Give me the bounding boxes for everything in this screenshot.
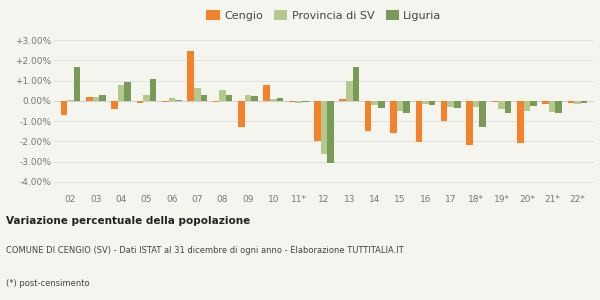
Bar [302, 101, 308, 102]
Bar [340, 99, 346, 101]
Bar [238, 101, 245, 127]
Bar [74, 68, 80, 101]
Bar [498, 101, 505, 109]
Bar [321, 101, 327, 154]
Bar [416, 101, 422, 142]
Bar [441, 101, 448, 121]
Bar [429, 101, 435, 105]
Bar [194, 88, 200, 101]
Bar [568, 101, 574, 103]
Bar [422, 101, 429, 104]
Bar [549, 101, 556, 112]
Bar [245, 95, 251, 101]
Bar [124, 82, 131, 101]
Bar [137, 101, 143, 103]
Bar [448, 101, 454, 107]
Bar [346, 81, 353, 101]
Bar [479, 101, 486, 127]
Bar [353, 68, 359, 101]
Bar [530, 101, 537, 106]
Bar [295, 101, 302, 103]
Bar [327, 101, 334, 163]
Bar [556, 101, 562, 113]
Legend: Cengio, Provincia di SV, Liguria: Cengio, Provincia di SV, Liguria [206, 11, 442, 21]
Bar [61, 101, 67, 115]
Bar [187, 51, 194, 101]
Text: Variazione percentuale della popolazione: Variazione percentuale della popolazione [6, 216, 250, 226]
Bar [263, 85, 270, 101]
Bar [505, 101, 511, 113]
Bar [175, 100, 182, 101]
Bar [581, 101, 587, 103]
Bar [403, 101, 410, 113]
Bar [143, 95, 150, 101]
Bar [524, 101, 530, 111]
Bar [213, 101, 219, 102]
Bar [517, 101, 524, 143]
Bar [277, 98, 283, 101]
Bar [162, 101, 169, 102]
Bar [270, 99, 277, 101]
Bar [111, 101, 118, 109]
Bar [466, 101, 473, 146]
Bar [150, 79, 157, 101]
Bar [118, 85, 124, 101]
Bar [86, 97, 92, 101]
Text: COMUNE DI CENGIO (SV) - Dati ISTAT al 31 dicembre di ogni anno - Elaborazione TU: COMUNE DI CENGIO (SV) - Dati ISTAT al 31… [6, 246, 404, 255]
Bar [390, 101, 397, 133]
Bar [200, 95, 207, 101]
Bar [67, 100, 74, 101]
Bar [371, 101, 378, 105]
Bar [92, 97, 99, 101]
Bar [378, 101, 385, 108]
Bar [365, 101, 371, 131]
Bar [99, 95, 106, 101]
Bar [226, 95, 232, 101]
Bar [574, 101, 581, 104]
Bar [454, 101, 461, 108]
Bar [397, 101, 403, 111]
Bar [219, 90, 226, 101]
Bar [251, 96, 258, 101]
Bar [314, 101, 321, 141]
Bar [491, 101, 498, 102]
Bar [169, 98, 175, 101]
Bar [289, 101, 295, 102]
Text: (*) post-censimento: (*) post-censimento [6, 279, 89, 288]
Bar [473, 101, 479, 107]
Bar [542, 101, 549, 104]
